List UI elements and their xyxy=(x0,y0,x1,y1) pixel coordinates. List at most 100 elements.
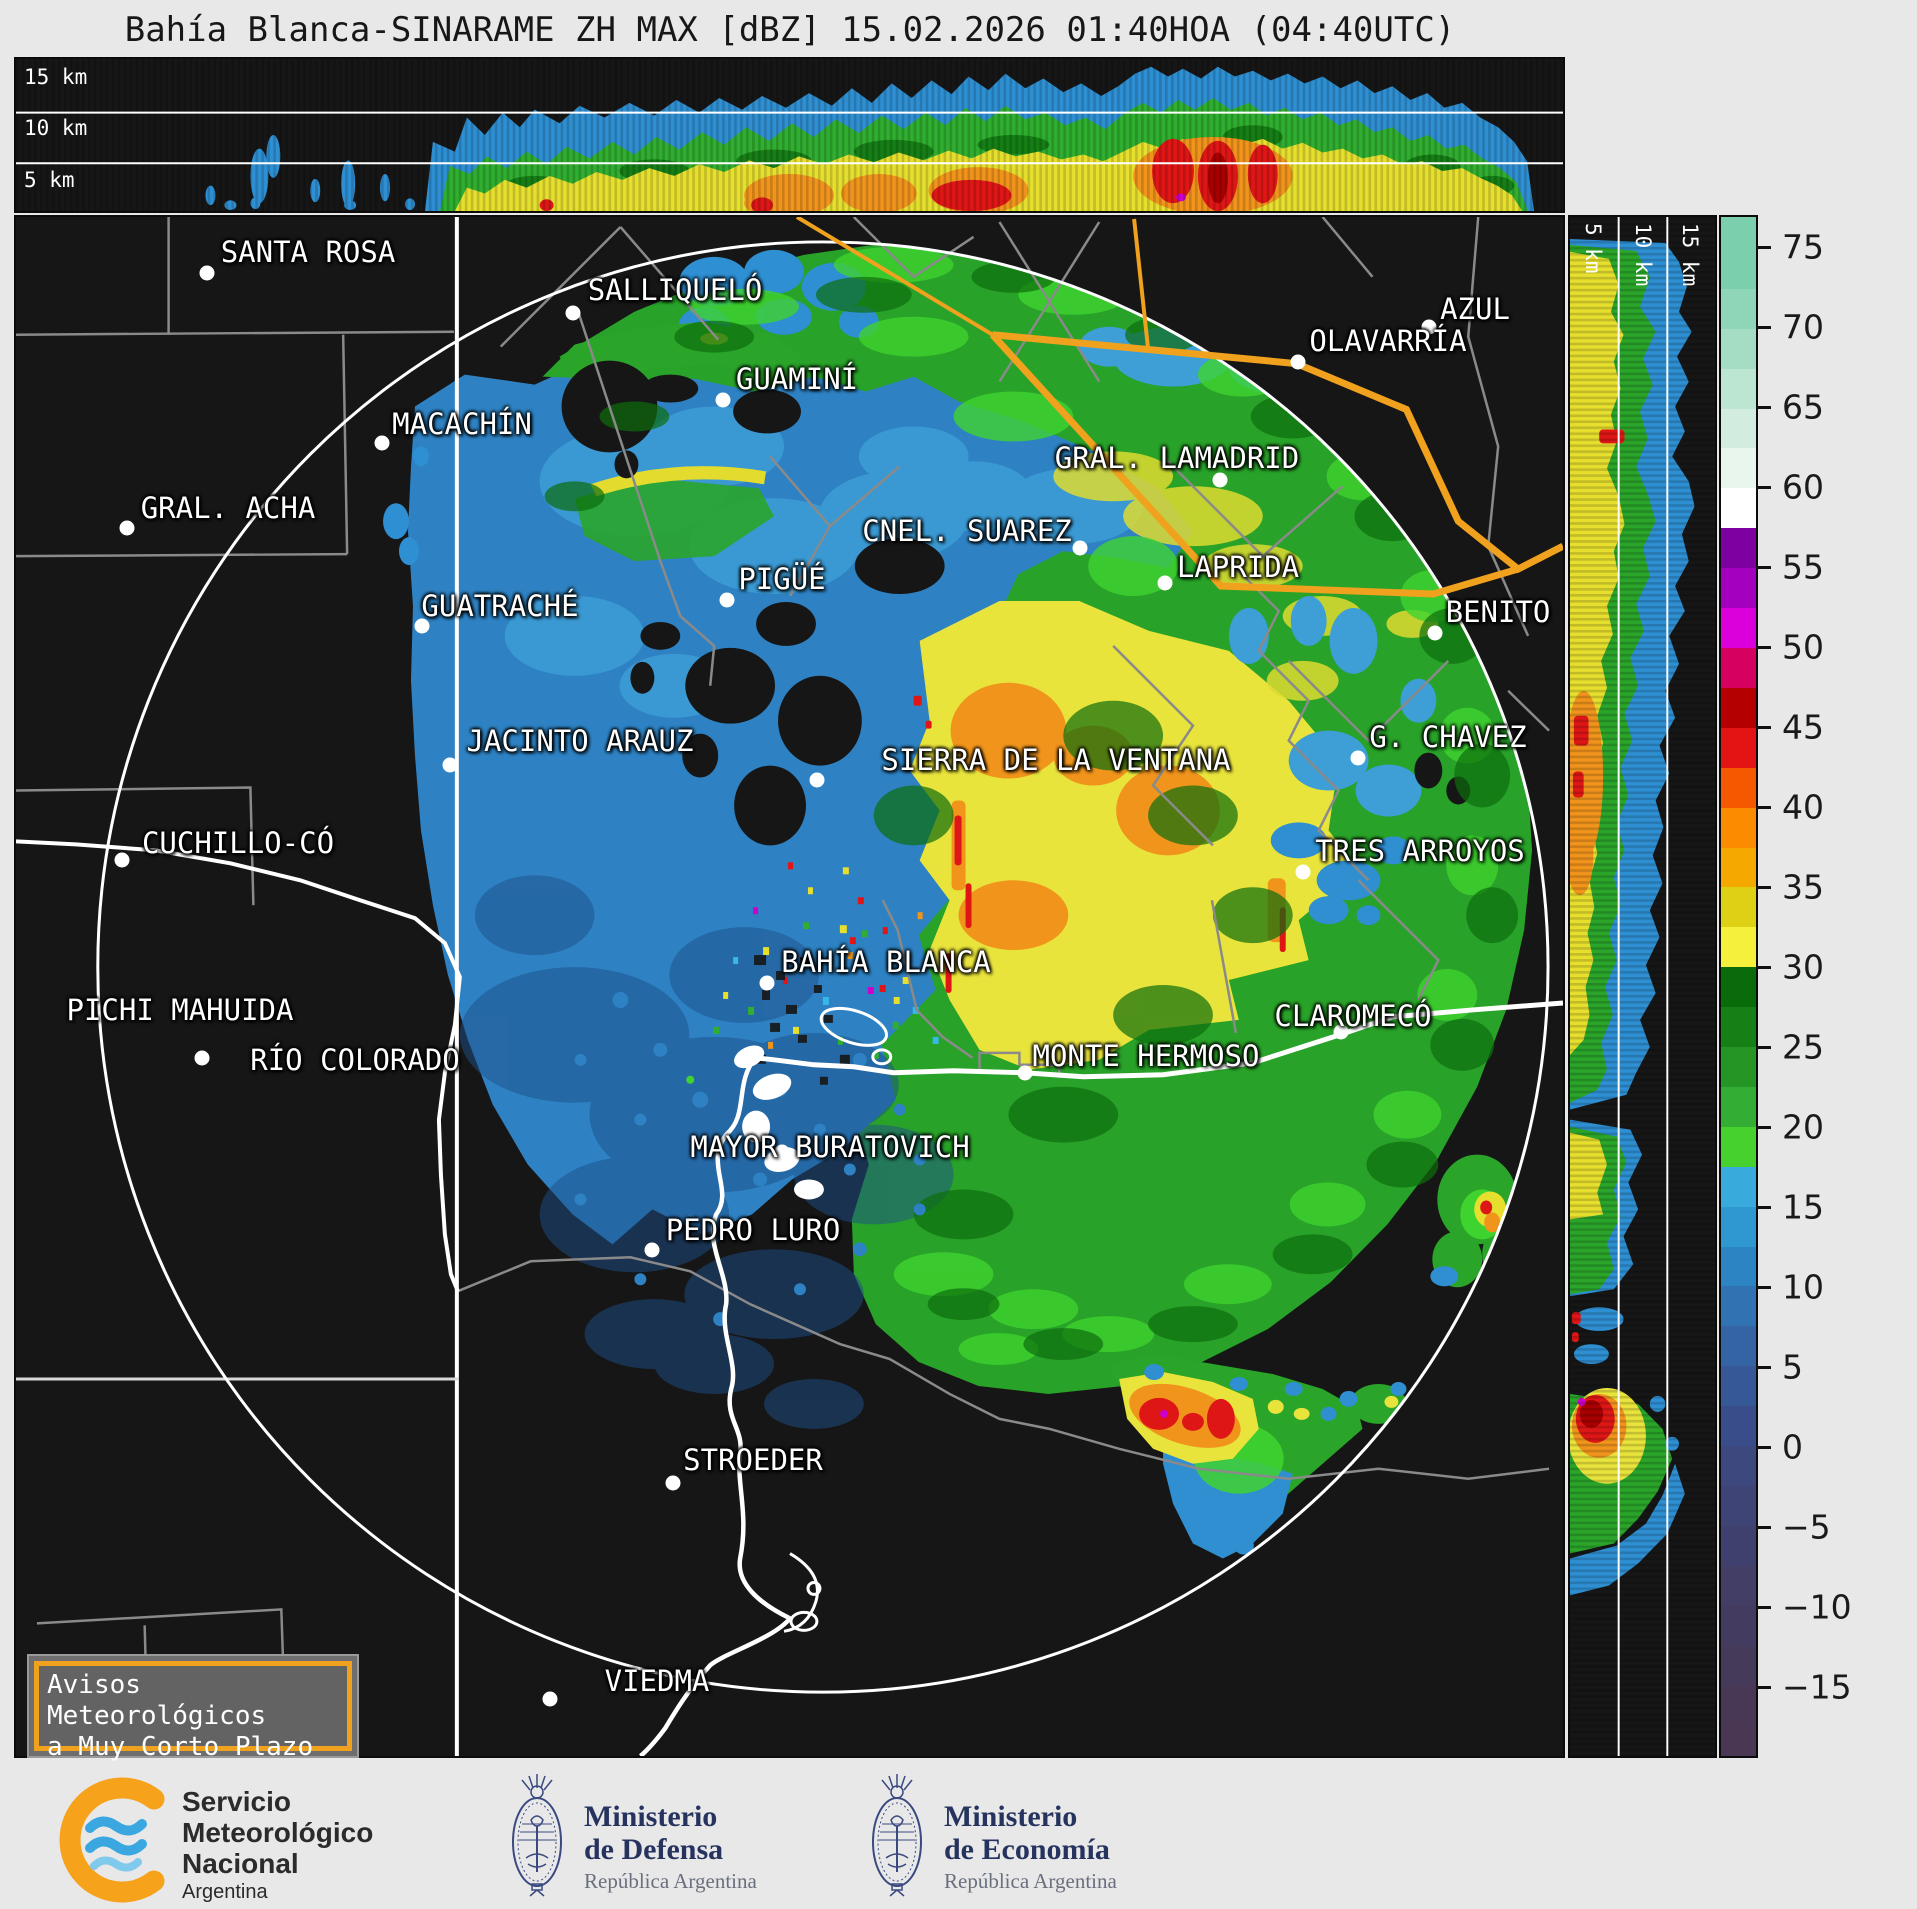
colorbar-tick-label: 40 xyxy=(1782,787,1824,827)
colorbar-segment xyxy=(1721,767,1756,808)
colorbar-tick xyxy=(1756,806,1771,809)
warning-notice-box[interactable]: Avisos Meteorológicos a Muy Corto Plazo xyxy=(27,1654,359,1762)
colorbar-tick xyxy=(1756,1366,1771,1369)
colorbar-tick-label: 50 xyxy=(1782,627,1824,667)
city-dot xyxy=(809,772,825,788)
colorbar-tick xyxy=(1756,1606,1771,1609)
colorbar-tick xyxy=(1756,1206,1771,1209)
colorbar-tick-label: 60 xyxy=(1782,467,1824,507)
city-dot xyxy=(442,757,458,773)
echo-free-gaps xyxy=(561,360,945,846)
city-dot xyxy=(1017,1065,1033,1081)
smn-line-3: Nacional xyxy=(182,1848,299,1879)
economia-line-2: de Economía xyxy=(944,1833,1110,1866)
colorbar-segment xyxy=(1721,1685,1756,1726)
colorbar-segment xyxy=(1721,328,1756,369)
city-dot xyxy=(114,852,130,868)
colorbar-segment xyxy=(1721,568,1756,609)
colorbar-segment xyxy=(1721,1406,1756,1447)
colorbar-tick-label: 55 xyxy=(1782,547,1824,587)
colorbar-segment xyxy=(1721,1725,1756,1756)
city-label: GUATRACHÉ xyxy=(421,589,579,623)
city-label: GUAMINÍ xyxy=(735,362,859,396)
smn-wordmark: Servicio Meteorológico Nacional Argentin… xyxy=(182,1786,373,1904)
colorbar-tick xyxy=(1756,246,1771,249)
footer-logos: Servicio Meteorológico Nacional Argentin… xyxy=(0,1764,1917,1909)
city-label: PICHI MAHUIDA xyxy=(66,993,294,1027)
colorbar-tick xyxy=(1756,886,1771,889)
smn-line-4: Argentina xyxy=(182,1881,268,1903)
colorbar-segment xyxy=(1721,1605,1756,1646)
city-label: AZUL xyxy=(1440,292,1510,326)
radar-echoes xyxy=(383,241,1543,1584)
city-dot xyxy=(715,392,731,408)
colorbar-segment xyxy=(1721,1126,1756,1167)
colorbar-segment xyxy=(1721,408,1756,449)
height-label-ns-5km: 5 km xyxy=(1581,223,1605,274)
colorbar-segment xyxy=(1721,288,1756,329)
defensa-line-1: Ministerio xyxy=(584,1800,718,1833)
south-coastline xyxy=(638,1056,794,1756)
warning-polygon xyxy=(795,217,1563,598)
colorbar-tick-label: 20 xyxy=(1782,1107,1824,1147)
city-dot xyxy=(1072,540,1088,556)
colorbar-tick xyxy=(1756,486,1771,489)
colorbar-tick-label: −5 xyxy=(1782,1507,1831,1547)
city-label: MAYOR BURATOVICH xyxy=(690,1130,970,1164)
top-cross-section-graphic xyxy=(16,59,1563,211)
defensa-crest-icon xyxy=(512,1774,562,1897)
ground-clutter-speckles xyxy=(713,862,939,1059)
city-dot xyxy=(759,975,775,991)
colorbar-tick-label: −10 xyxy=(1782,1587,1852,1627)
colorbar-tick xyxy=(1756,566,1771,569)
city-dot xyxy=(119,520,135,536)
economia-line-1: Ministerio xyxy=(944,1800,1078,1833)
se-storm-cluster xyxy=(1109,1354,1407,1584)
city-dot xyxy=(199,265,215,281)
city-dot xyxy=(194,1050,210,1066)
right-cross-section-graphic xyxy=(1570,217,1715,1756)
colorbar-segment xyxy=(1721,1086,1756,1127)
city-label: SALLIQUELÓ xyxy=(587,273,763,307)
city-label: GRAL. LAMADRID xyxy=(1054,441,1300,475)
echo-profile xyxy=(16,59,1563,211)
economia-sub: República Argentina xyxy=(944,1869,1117,1893)
county-boundaries xyxy=(16,217,1550,1704)
colorbar-segment xyxy=(1721,217,1756,249)
colorbar-tick-label: −15 xyxy=(1782,1667,1852,1707)
height-gridlines-ns xyxy=(1617,217,1669,1756)
hydrography xyxy=(16,839,1563,1756)
page-title: Bahía Blanca-SINARAME ZH MAX [dBZ] 15.02… xyxy=(124,10,1456,50)
radar-range-ring xyxy=(96,240,1550,1694)
colorbar-tick xyxy=(1756,646,1771,649)
city-label: JACINTO ARAUZ xyxy=(466,724,694,758)
colorbar-segment xyxy=(1721,1565,1756,1606)
colorbar-segment xyxy=(1721,1525,1756,1566)
colorbar-segment xyxy=(1721,1326,1756,1367)
colorbar-segment xyxy=(1721,807,1756,848)
warning-line-1: Avisos Meteorológicos xyxy=(47,1670,267,1731)
city-label: BAHÍA BLANCA xyxy=(781,945,991,979)
colorbar-segment xyxy=(1721,488,1756,529)
colorbar-segment xyxy=(1721,1486,1756,1526)
city-label: STROEDER xyxy=(683,1443,823,1477)
colorbar-segment xyxy=(1721,647,1756,688)
colorbar-segment xyxy=(1721,1047,1756,1087)
colorbar-tick-label: 25 xyxy=(1782,1027,1824,1067)
smn-line-1: Servicio xyxy=(182,1786,291,1817)
city-dot xyxy=(774,1144,790,1160)
city-label: CUCHILLO-CÓ xyxy=(141,826,335,860)
colorbar-tick xyxy=(1756,1446,1771,1449)
colorbar-segment xyxy=(1721,1166,1756,1207)
city-dot xyxy=(1427,625,1443,641)
colorbar-tick xyxy=(1756,1126,1771,1129)
colorbar-segment xyxy=(1721,887,1756,928)
colorbar-segment xyxy=(1721,448,1756,489)
bb-black-speckle xyxy=(754,955,850,1085)
height-label-10km: 10 km xyxy=(24,116,88,140)
island-outlines xyxy=(783,1006,893,1633)
city-label: G. CHAVEZ xyxy=(1369,720,1527,754)
economia-wordmark: Ministerio de Economía República Argenti… xyxy=(944,1800,1117,1894)
city-dot xyxy=(1421,319,1437,335)
east-offshore-cluster xyxy=(1430,1154,1543,1296)
